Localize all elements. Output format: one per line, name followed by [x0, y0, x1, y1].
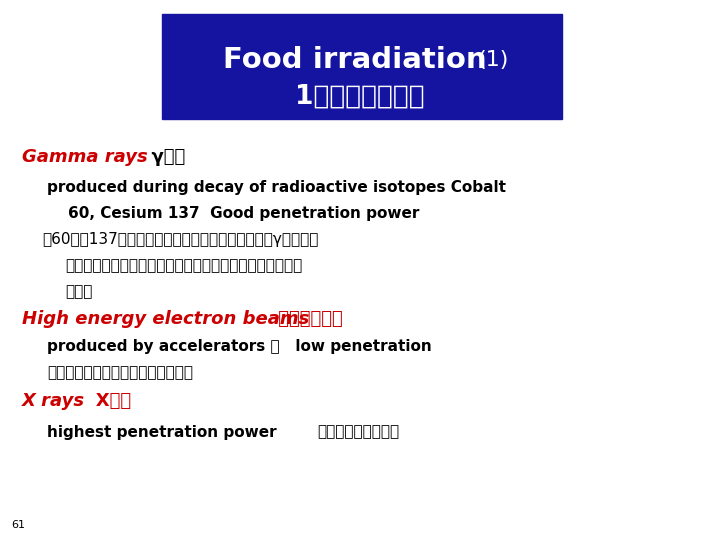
Text: 1、食品辐射保藏: 1、食品辐射保藏 — [295, 83, 425, 109]
Text: 穿透物质的能力较高: 穿透物质的能力较高 — [317, 424, 399, 440]
Text: produced by accelerators ，   low penetration: produced by accelerators ， low penetrati… — [47, 339, 431, 354]
Text: 61: 61 — [11, 520, 24, 530]
Text: highest penetration power: highest penetration power — [47, 424, 276, 440]
Text: 60, Cesium 137  Good penetration power: 60, Cesium 137 Good penetration power — [68, 206, 420, 221]
Text: X射线: X射线 — [77, 392, 131, 410]
Text: Food irradiation: Food irradiation — [223, 46, 497, 75]
FancyBboxPatch shape — [162, 14, 562, 119]
Text: 由加速器产生，穿透物质的能力较低: 由加速器产生，穿透物质的能力较低 — [47, 365, 193, 380]
Text: 鬴60和锹137放射性同位数衰变时所产生的能量称为γ射线，该: 鬴60和锹137放射性同位数衰变时所产生的能量称为γ射线，该 — [42, 232, 318, 247]
Text: 很强。: 很强。 — [65, 284, 92, 299]
Text: (1): (1) — [477, 50, 509, 71]
Text: 射线是波长非常短的电磁波束，能量较高，穿透物质的能力: 射线是波长非常短的电磁波束，能量较高，穿透物质的能力 — [65, 258, 302, 273]
Text: produced during decay of radioactive isotopes Cobalt: produced during decay of radioactive iso… — [47, 180, 505, 195]
Text: Gamma rays: Gamma rays — [22, 147, 148, 166]
Text: X rays: X rays — [22, 392, 85, 410]
Text: High energy electron beams: High energy electron beams — [22, 309, 309, 328]
Text: 高能量电子束: 高能量电子束 — [272, 309, 343, 328]
Text: γ射线: γ射线 — [139, 147, 185, 166]
